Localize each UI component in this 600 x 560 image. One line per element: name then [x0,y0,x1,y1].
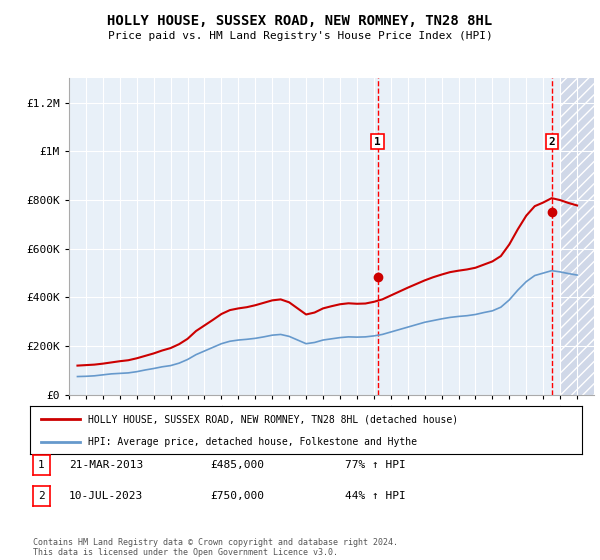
Text: 1: 1 [374,137,381,147]
Text: HOLLY HOUSE, SUSSEX ROAD, NEW ROMNEY, TN28 8HL: HOLLY HOUSE, SUSSEX ROAD, NEW ROMNEY, TN… [107,14,493,28]
Text: £485,000: £485,000 [210,460,264,470]
Text: Contains HM Land Registry data © Crown copyright and database right 2024.
This d: Contains HM Land Registry data © Crown c… [33,538,398,557]
Text: £750,000: £750,000 [210,491,264,501]
Text: 1: 1 [38,460,45,470]
Bar [560,78,594,395]
Text: 21-MAR-2013: 21-MAR-2013 [69,460,143,470]
Text: HPI: Average price, detached house, Folkestone and Hythe: HPI: Average price, detached house, Folk… [88,437,417,447]
Text: 2: 2 [38,491,45,501]
Text: 2: 2 [549,137,556,147]
Text: 10-JUL-2023: 10-JUL-2023 [69,491,143,501]
Text: 44% ↑ HPI: 44% ↑ HPI [345,491,406,501]
Text: HOLLY HOUSE, SUSSEX ROAD, NEW ROMNEY, TN28 8HL (detached house): HOLLY HOUSE, SUSSEX ROAD, NEW ROMNEY, TN… [88,414,458,424]
Text: Price paid vs. HM Land Registry's House Price Index (HPI): Price paid vs. HM Land Registry's House … [107,31,493,41]
Text: 77% ↑ HPI: 77% ↑ HPI [345,460,406,470]
